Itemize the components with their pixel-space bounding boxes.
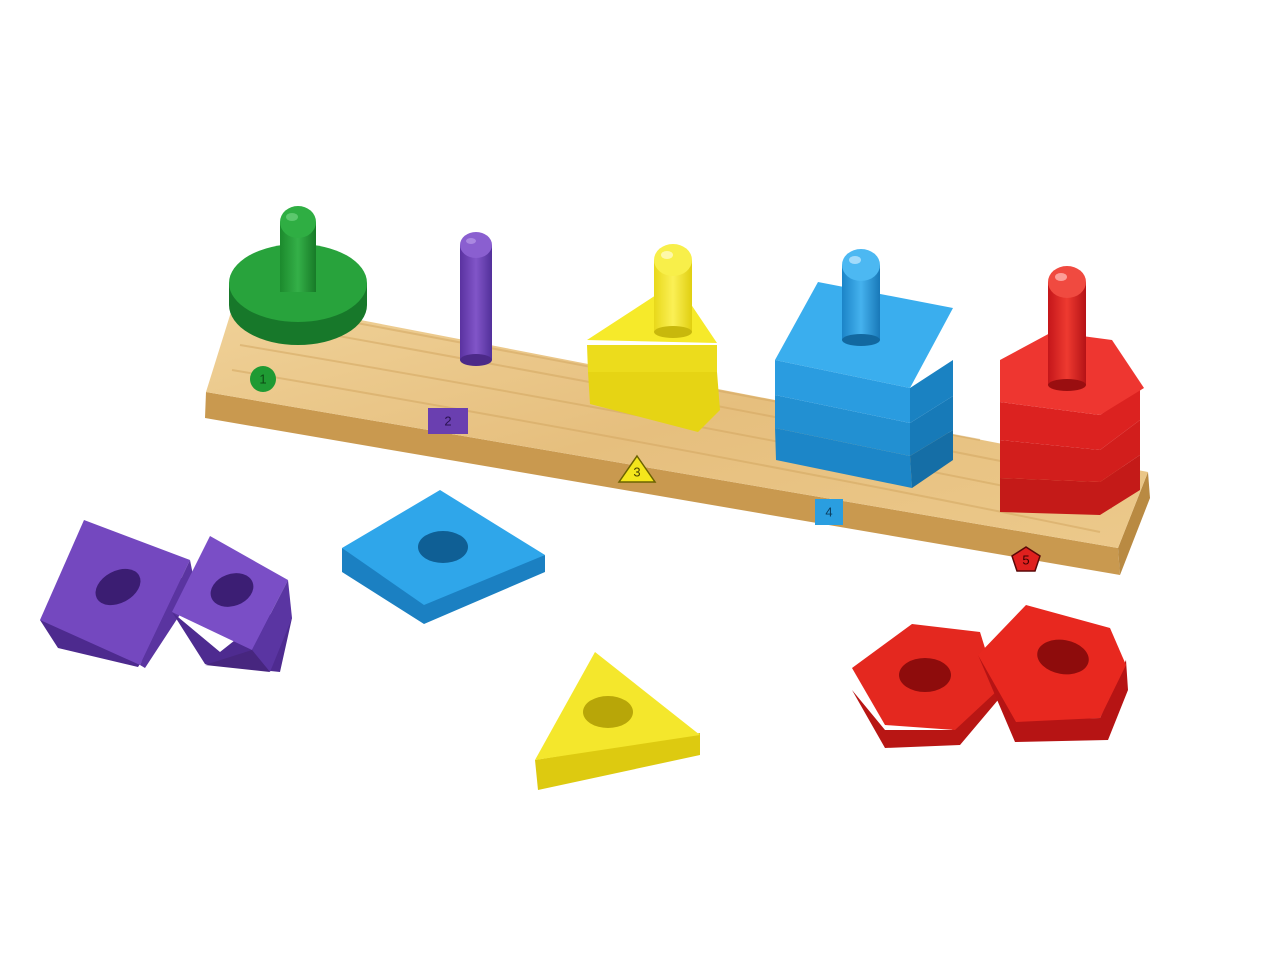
loose-purple-rectangle-back — [172, 536, 292, 672]
yellow-peg-stack — [587, 244, 720, 432]
red-pentagon-layer-3 — [1000, 455, 1140, 515]
board-end-edge — [1118, 472, 1150, 575]
yellow-triangle-top — [587, 282, 717, 343]
badge-4-label: 4 — [825, 505, 832, 520]
hole — [1037, 639, 1089, 675]
badge-2-label: 2 — [444, 414, 451, 429]
green-peg-top — [280, 206, 316, 238]
yellow-peg-top — [654, 244, 692, 276]
loose-yellow-triangle — [535, 652, 700, 790]
hole — [210, 573, 254, 607]
loose-red-pentagon-right — [978, 605, 1128, 742]
red-pentagon-layer-2 — [1000, 420, 1140, 482]
purple-peg — [460, 232, 492, 366]
red-peg-top — [1048, 266, 1086, 298]
yellow-triangle-mid-side — [587, 345, 717, 372]
badge-5: 5 — [1011, 546, 1041, 572]
badge-1: 1 — [250, 366, 276, 392]
loose-blue-square — [342, 490, 545, 624]
board-front-edge — [205, 392, 1120, 575]
blue-square-layer-3 — [775, 428, 912, 488]
purple-peg-top — [460, 232, 492, 258]
hole — [418, 531, 468, 563]
yellow-triangle-bottom-side — [588, 372, 720, 432]
badge-4: 4 — [815, 499, 843, 525]
blue-peg-stack — [775, 249, 953, 488]
badge-5-label: 5 — [1022, 553, 1029, 568]
hole — [583, 696, 633, 728]
badge-2: 2 — [428, 408, 468, 434]
badge-3-label: 3 — [633, 465, 640, 480]
loose-red-pentagon-left — [852, 624, 998, 748]
blue-square-layer-2 — [775, 395, 910, 456]
red-pentagon-layer-1-side — [1000, 388, 1140, 450]
blue-square-layer-1-side — [775, 360, 910, 423]
red-peg — [1048, 282, 1086, 385]
hole — [95, 568, 141, 606]
badge-3: 3 — [617, 454, 657, 483]
red-peg-stack — [1000, 266, 1144, 515]
hole — [899, 658, 951, 692]
badge-1-label: 1 — [259, 372, 266, 387]
blue-peg-top — [842, 249, 880, 281]
green-peg-stack — [229, 206, 367, 345]
loose-purple-rectangle-front — [40, 520, 196, 668]
